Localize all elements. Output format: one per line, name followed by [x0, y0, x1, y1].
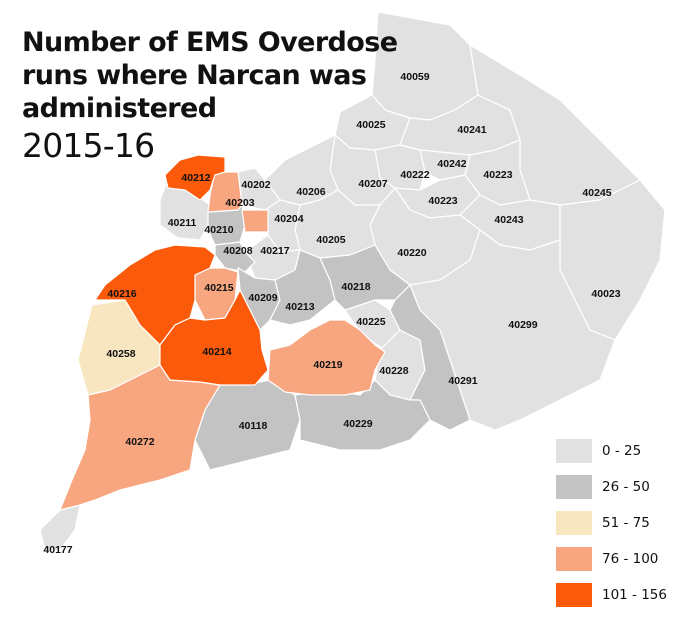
map-title-line-1: Number of EMS Overdose [22, 27, 398, 58]
zip-label-40222: 40222 [400, 169, 429, 181]
zip-label-40217: 40217 [260, 245, 289, 257]
zip-label-40299: 40299 [508, 319, 537, 331]
zip-label-40214: 40214 [202, 346, 231, 358]
county-zip-map: 40059 40025 40241 40242 40222 40223 40223 40207… [39, 11, 666, 556]
zip-label-40223: 40223 [483, 169, 512, 181]
legend-swatch [556, 547, 592, 571]
map-title-line-3: administered [22, 93, 217, 124]
zip-label-40207: 40207 [358, 178, 387, 190]
zip-label-40291: 40291 [448, 375, 477, 387]
zip-label-40059: 40059 [400, 71, 429, 83]
zip-label-40216: 40216 [107, 288, 136, 300]
zip-label-40258: 40258 [106, 348, 135, 360]
zip-label-40225: 40225 [356, 316, 385, 328]
zip-region-40214[interactable] [159, 289, 269, 386]
zip-label-40272: 40272 [125, 436, 154, 448]
zip-label-40215: 40215 [204, 282, 233, 294]
zip-label-40205: 40205 [316, 234, 345, 246]
zip-label-40228: 40228 [379, 365, 408, 377]
zip-label-40241: 40241 [457, 124, 486, 136]
zip-label-40229: 40229 [343, 418, 372, 430]
zip-label-40242: 40242 [437, 158, 466, 170]
zip-label-40206: 40206 [296, 186, 325, 198]
zip-label-40118: 40118 [239, 420, 268, 432]
zip-label-40213: 40213 [285, 301, 314, 313]
zip-label-40177: 40177 [43, 544, 72, 556]
zip-label-40212: 40212 [181, 172, 210, 184]
zip-region-40291[interactable] [389, 284, 471, 431]
legend-item: 76 - 100 [556, 546, 686, 572]
zip-label-40211: 40211 [168, 217, 197, 229]
legend-label: 0 - 25 [602, 443, 642, 459]
legend-item: 51 - 75 [556, 510, 686, 536]
zip-label-40023: 40023 [591, 288, 620, 300]
map-title-line-2: runs where Narcan was [22, 60, 367, 91]
zip-label-40218: 40218 [341, 281, 370, 293]
zip-label-40245: 40245 [582, 187, 611, 199]
legend-item: 26 - 50 [556, 474, 686, 500]
zip-label-40208: 40208 [223, 245, 252, 257]
zip-label-40210: 40210 [204, 224, 233, 236]
zip-label-40204: 40204 [274, 213, 303, 225]
zip-region-40229[interactable] [294, 379, 431, 451]
zip-label-40223: 40223 [428, 195, 457, 207]
zip-label-40025: 40025 [356, 119, 385, 131]
zip-label-40209: 40209 [248, 292, 277, 304]
zip-region-40212[interactable] [164, 154, 226, 201]
legend-swatch [556, 511, 592, 535]
map-legend: 0 - 25 26 - 50 51 - 75 76 - 100 101 - 15… [556, 438, 686, 618]
legend-label: 26 - 50 [602, 479, 650, 495]
zip-region-40208[interactable] [214, 241, 256, 273]
legend-label: 76 - 100 [602, 551, 659, 567]
zip-label-40219: 40219 [313, 359, 342, 371]
map-years: 2015-16 [22, 126, 155, 165]
legend-label: 51 - 75 [602, 515, 650, 531]
legend-swatch [556, 439, 592, 463]
zip-label-40243: 40243 [494, 214, 523, 226]
legend-swatch [556, 475, 592, 499]
zip-region-40203[interactable] [207, 171, 243, 213]
zip-label-40203: 40203 [225, 197, 254, 209]
zip-label-40202: 40202 [241, 179, 270, 191]
zip-region-40203-south[interactable] [241, 209, 269, 233]
zip-region-40219[interactable] [267, 319, 386, 396]
map-title-block: Number of EMS Overdose runs where Narcan… [22, 26, 398, 166]
legend-swatch [556, 583, 592, 607]
legend-item: 0 - 25 [556, 438, 686, 464]
legend-item: 101 - 156 [556, 582, 686, 608]
zip-label-40220: 40220 [397, 247, 426, 259]
legend-label: 101 - 156 [602, 587, 667, 603]
